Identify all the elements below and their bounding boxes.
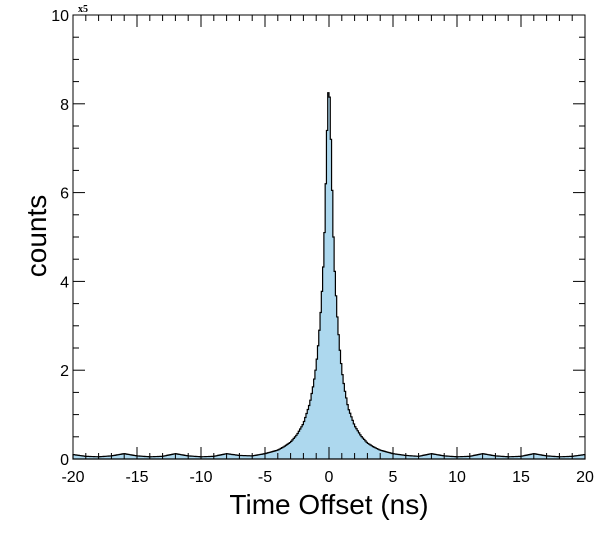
- x-tick-label: 10: [448, 469, 466, 486]
- x-tick-label: -10: [189, 469, 212, 486]
- x-tick-label: 20: [576, 469, 594, 486]
- x-tick-label: -5: [258, 469, 272, 486]
- y-tick-label: 2: [60, 363, 69, 380]
- x-axis-title: Time Offset (ns): [229, 489, 428, 520]
- y-tick-label: 6: [60, 186, 69, 203]
- y-tick-label: 8: [60, 97, 69, 114]
- histogram-series: [72, 92, 586, 460]
- histogram-fill-layer: [72, 92, 586, 460]
- y-tick-labels: 0 2 4 6 8 10: [51, 8, 69, 469]
- y-axis-multiplier: x5: [78, 4, 88, 15]
- x-tick-label: -20: [61, 469, 84, 486]
- y-tick-label: 0: [60, 452, 69, 469]
- x-tick-label: 5: [389, 469, 398, 486]
- x-tick-label: 0: [325, 469, 334, 486]
- tick-marks: [72, 14, 586, 460]
- y-tick-label: 4: [60, 274, 69, 291]
- x-tick-label: 15: [512, 469, 530, 486]
- x-tick-labels: -20 -15 -10 -5 0 5 10 15 20: [61, 469, 594, 486]
- y-tick-label: 10: [51, 8, 69, 25]
- x-tick-label: -15: [125, 469, 148, 486]
- y-axis-title: counts: [21, 195, 52, 278]
